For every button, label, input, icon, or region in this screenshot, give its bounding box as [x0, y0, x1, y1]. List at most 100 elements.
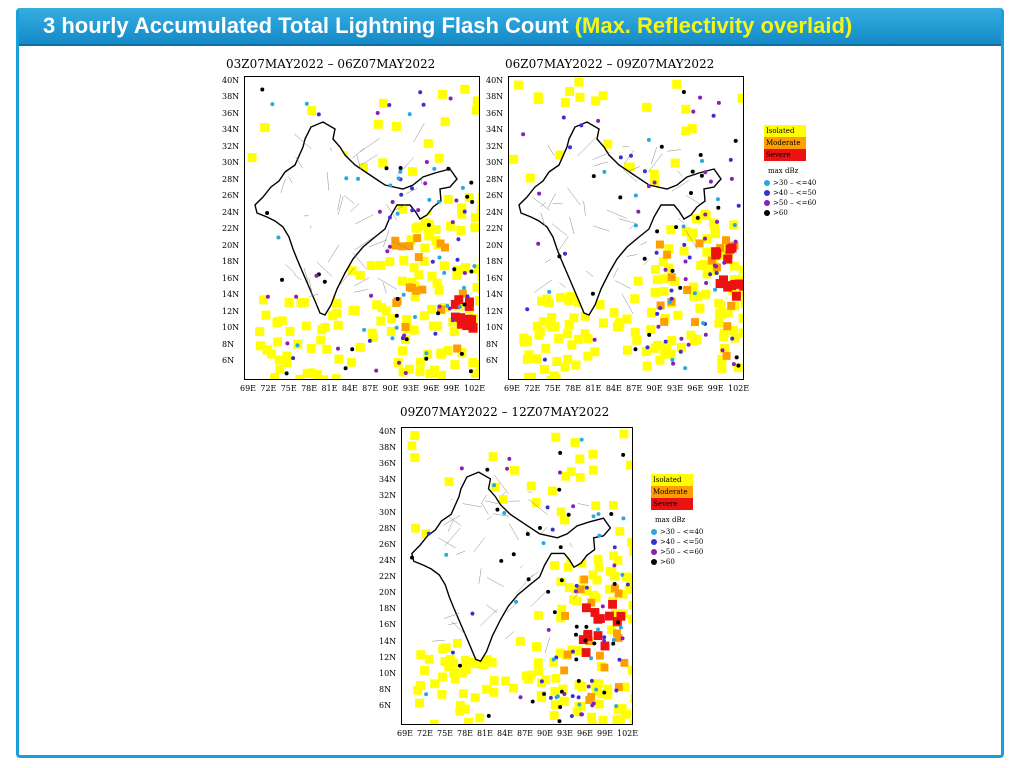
reflectivity-cell-moderate: [727, 301, 736, 310]
reflectivity-cell-isolated: [319, 375, 329, 379]
reflectivity-cell-isolated: [434, 285, 444, 295]
lon-tick-label: 69E: [397, 729, 414, 738]
lightning-flash-dot: [678, 285, 683, 290]
lightning-flash-dot: [586, 684, 591, 689]
lightning-flash-dot: [502, 511, 507, 515]
reflectivity-cell-isolated: [472, 282, 479, 292]
lightning-flash-dot: [398, 166, 403, 170]
lightning-flash-dot: [403, 371, 408, 375]
reflectivity-cell-moderate: [458, 289, 467, 298]
reflectivity-cell-moderate: [667, 273, 676, 282]
reflectivity-cell-isolated: [681, 104, 691, 114]
reflectivity-cell-moderate: [397, 242, 406, 251]
district-boundary: [515, 574, 534, 594]
lightning-flash-dot: [596, 627, 600, 632]
lightning-flash-dot: [432, 166, 437, 171]
reflectivity-cell-isolated: [456, 226, 466, 235]
lon-tick-label: 84E: [605, 384, 622, 393]
reflectivity-cell-isolated: [534, 666, 544, 676]
lightning-flash-dot: [518, 695, 523, 700]
lightning-flash-dot: [573, 589, 578, 594]
reflectivity-cell-isolated: [455, 700, 465, 710]
reflectivity-cell-isolated: [609, 551, 619, 561]
reflectivity-cell-isolated: [598, 715, 608, 724]
legend-dbz-40-50: >40 – <=50: [651, 537, 703, 547]
district-boundary: [651, 146, 657, 165]
reflectivity-cell-isolated: [415, 698, 424, 708]
reflectivity-cell-isolated: [443, 194, 453, 204]
reflectivity-cell-isolated: [410, 453, 420, 463]
reflectivity-cell-isolated: [659, 274, 669, 284]
lon-tick-label: 72E: [417, 729, 434, 738]
lon-tick-label: 93E: [666, 384, 683, 393]
reflectivity-cell-isolated: [275, 364, 285, 374]
reflectivity-cell-isolated: [399, 255, 409, 265]
district-boundary: [486, 604, 498, 613]
district-boundary: [406, 188, 418, 194]
lightning-flash-dot: [492, 483, 497, 488]
district-boundary: [356, 154, 362, 170]
lightning-flash-dot: [424, 356, 429, 361]
lat-tick-label: 40N: [379, 427, 397, 436]
reflectivity-cell-severe: [727, 243, 737, 253]
district-boundary: [629, 224, 635, 230]
district-boundary: [544, 259, 552, 264]
reflectivity-cell-isolated: [472, 96, 479, 106]
lightning-flash-dot: [591, 514, 596, 519]
lightning-flash-dot: [344, 176, 349, 181]
legend-dbz-gt60: >60: [764, 208, 816, 218]
reflectivity-cell-isolated: [595, 699, 604, 709]
lightning-flash-dot: [574, 583, 579, 588]
legend-dbz-50-60: >50 – <=60: [764, 198, 816, 208]
reflectivity-cell-severe: [450, 299, 460, 309]
lat-tick-label: 18N: [486, 257, 504, 267]
reflectivity-cell-isolated: [542, 294, 552, 304]
lightning-flash-dot: [499, 558, 504, 563]
lightning-flash-dot: [402, 333, 407, 338]
lightning-flash-dot: [421, 102, 426, 107]
district-boundary: [502, 491, 507, 496]
reflectivity-cell-isolated: [537, 693, 546, 703]
reflectivity-cell-isolated: [619, 429, 629, 439]
reflectivity-cell-isolated: [717, 354, 727, 364]
lightning-flash-dot: [714, 271, 719, 275]
lon-tick-label: 81E: [321, 384, 338, 393]
district-boundary: [577, 137, 597, 157]
reflectivity-cell-isolated: [355, 270, 365, 280]
reflectivity-cell-isolated: [443, 346, 453, 355]
lightning-flash-dot: [542, 691, 546, 696]
reflectivity-cell-moderate: [563, 650, 572, 659]
district-boundary: [354, 277, 370, 287]
lightning-flash-dot: [495, 507, 500, 512]
reflectivity-cell-isolated: [331, 374, 341, 379]
lightning-flash-dot: [447, 306, 452, 311]
reflectivity-cell-isolated: [630, 327, 640, 337]
reflectivity-cell-isolated: [660, 349, 670, 359]
reflectivity-cell-moderate: [695, 239, 704, 248]
district-boundary: [337, 196, 344, 215]
reflectivity-cell-isolated: [415, 357, 425, 367]
lightning-flash-dot: [596, 118, 601, 123]
lightning-flash-dot: [436, 199, 441, 204]
lightning-flash-dot: [618, 625, 623, 630]
lightning-flash-dot: [418, 90, 423, 95]
lightning-flash-dot: [621, 452, 626, 457]
lon-tick-label: 90E: [382, 384, 399, 393]
lightning-flash-dot: [457, 304, 462, 309]
lightning-flash-dot: [427, 197, 432, 202]
lat-tick-label: 28N: [486, 174, 504, 184]
lat-tick-label: 14N: [486, 290, 504, 300]
lightning-flash-dot: [410, 186, 414, 191]
reflectivity-cell-isolated: [429, 719, 439, 724]
lightning-flash-dot: [514, 599, 518, 604]
lightning-flash-dot: [460, 185, 465, 190]
reflectivity-cell-isolated: [416, 681, 425, 690]
lightning-flash-dot: [410, 208, 415, 213]
lightning-flash-dot: [629, 153, 633, 158]
reflectivity-cell-moderate: [722, 236, 730, 245]
reflectivity-cell-isolated: [488, 452, 498, 462]
india-outline: [411, 471, 612, 663]
lightning-flash-dot: [395, 211, 400, 216]
reflectivity-cell-isolated: [514, 80, 524, 90]
reflectivity-cell-isolated: [572, 707, 582, 717]
